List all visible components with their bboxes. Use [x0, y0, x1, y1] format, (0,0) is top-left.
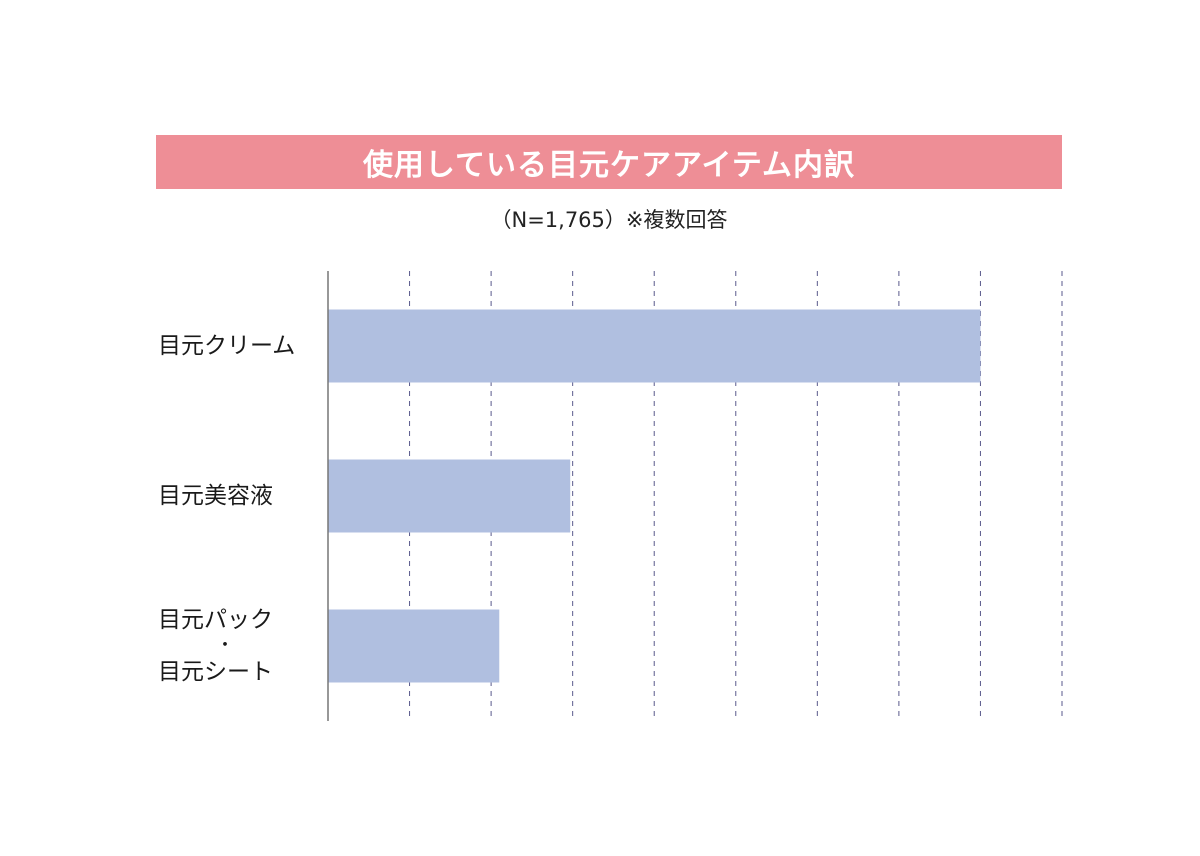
category-label: 目元パック・目元シート — [158, 605, 273, 687]
category-label-line: 目元美容液 — [158, 483, 273, 509]
bar — [328, 459, 571, 533]
category-label: 目元クリーム — [158, 331, 295, 361]
category-label-line: ・ — [216, 635, 234, 656]
category-label-line: 目元クリーム — [158, 333, 296, 359]
chart-title: 使用している目元ケアアイテム内訳 — [362, 148, 856, 183]
category-label: 目元美容液 — [158, 481, 273, 511]
bar — [328, 609, 500, 683]
chart-subtitle: （N=1,765）※複数回答 — [490, 208, 728, 232]
category-label-line: 目元パック — [158, 607, 273, 633]
category-label-line: 目元シート — [158, 659, 273, 685]
bars — [328, 309, 981, 683]
bar — [328, 309, 981, 383]
chart-title-banner: 使用している目元ケアアイテム内訳 — [156, 135, 1062, 189]
